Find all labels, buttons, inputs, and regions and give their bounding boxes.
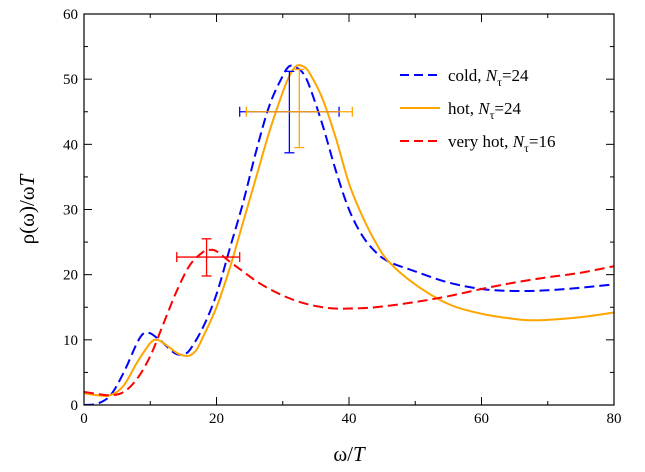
y-tick-label: 20 bbox=[63, 268, 78, 284]
tick-labels: 0 20 40 60 80 0 10 20 30 40 50 60 bbox=[63, 7, 622, 427]
y-tick-label: 40 bbox=[63, 137, 78, 153]
legend-entry-very-hot: very hot, Nτ=16 bbox=[400, 132, 555, 155]
series-cold-line bbox=[84, 64, 614, 405]
y-tick-label: 0 bbox=[71, 398, 79, 414]
series-hot-line bbox=[84, 64, 614, 398]
legend: cold, Nτ=24 hot, Nτ=24 very hot, Nτ=16 bbox=[400, 66, 555, 155]
error-bars bbox=[176, 68, 353, 277]
y-tick-label: 30 bbox=[63, 203, 78, 219]
y-axis-title: ρ(ω)/ωT bbox=[15, 173, 39, 244]
x-axis-title: ω/T bbox=[333, 442, 366, 466]
series-very-hot-line bbox=[84, 248, 614, 397]
y-tick-label: 60 bbox=[63, 7, 78, 23]
legend-label-very-hot: very hot, Nτ=16 bbox=[448, 132, 555, 155]
y-tick-label: 50 bbox=[63, 72, 78, 88]
legend-label-hot: hot, Nτ=24 bbox=[448, 99, 521, 122]
axis-ticks bbox=[83, 13, 615, 406]
legend-entry-hot: hot, Nτ=24 bbox=[400, 99, 521, 122]
error-bar-hot bbox=[245, 68, 353, 149]
curves bbox=[84, 64, 614, 405]
x-tick-label: 0 bbox=[80, 411, 88, 427]
error-bar-very-hot bbox=[176, 238, 241, 277]
legend-entry-cold: cold, Nτ=24 bbox=[400, 66, 529, 89]
x-tick-label: 80 bbox=[607, 411, 622, 427]
y-tick-label: 10 bbox=[63, 333, 78, 349]
x-tick-label: 40 bbox=[342, 411, 357, 427]
legend-label-cold: cold, Nτ=24 bbox=[448, 66, 529, 89]
x-tick-label: 20 bbox=[209, 411, 224, 427]
x-tick-label: 60 bbox=[474, 411, 489, 427]
